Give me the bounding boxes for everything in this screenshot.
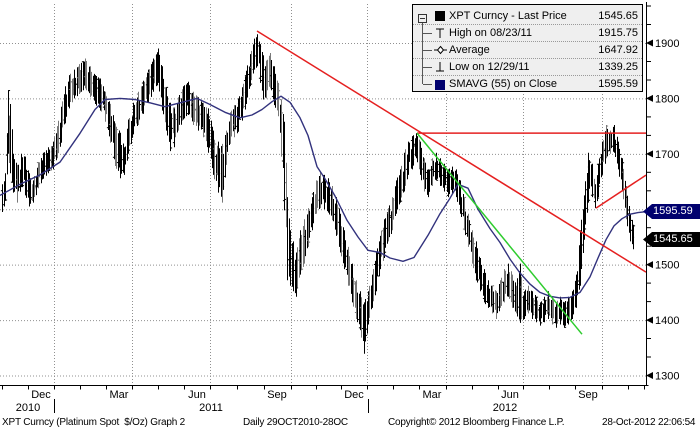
trendline-breakdown-descending [416,132,583,335]
x-axis-month-label: Sep [267,389,287,401]
x-axis-month-label: Mar [110,389,129,401]
high-marker-icon [434,27,449,39]
price-tag-smavg: 1595.59 [643,204,700,219]
chart-legend: XPT Curncy - Last Price 1545.65 High on … [412,4,643,92]
x-axis-month-label: Sep [578,389,598,401]
low-marker-icon [434,61,449,73]
x-axis-month-label: Mar [423,389,442,401]
legend-row-smavg[interactable]: SMAVG (55) on Close 1595.59 [413,76,642,93]
x-axis-year-label: 2010 [16,402,40,414]
y-tick-arrow-icon [646,39,653,47]
x-axis-month-label: Jun [188,389,206,401]
y-axis-label: 1800 [655,93,679,105]
x-axis-year-label: 2011 [199,402,223,414]
legend-value: 1545.65 [598,9,638,22]
price-bars [0,34,636,354]
y-axis-label: 1300 [655,371,679,383]
y-tick-arrow-icon [646,150,653,158]
y-tick-arrow-icon [646,372,653,379]
price-tag-last: 1545.65 [643,232,700,247]
legend-label: Low on 12/29/11 [449,60,530,73]
average-marker-icon [434,44,449,56]
legend-value: 1915.75 [598,26,638,39]
y-axis-label: 1400 [655,315,679,327]
y-tick-arrow-icon [646,316,653,324]
y-axis-label: 1700 [655,149,679,161]
x-axis-year-label: 2012 [493,402,517,414]
footer-copyright: Copyright© 2012 Bloomberg Finance L.P. [388,417,565,428]
y-axis-label: 1500 [655,260,679,272]
trendline-support-ascending [595,174,647,209]
footer-datetime: 28-Oct-2012 22:06:54 [602,417,696,428]
legend-label: XPT Curncy - Last Price [449,9,567,22]
legend-value: 1339.25 [598,60,638,73]
smavg-line [0,95,647,299]
legend-value: 1595.59 [598,78,638,90]
legend-label: High on 08/23/11 [449,26,532,39]
y-tick-arrow-icon [646,94,653,102]
footer-chart-title: XPT Curncy (Platinum Spot $/Oz) Graph 2 [2,417,186,428]
legend-label: Average [449,43,490,56]
x-axis-month-label: Dec [31,389,51,401]
y-tick-arrow-icon [646,261,653,269]
legend-collapse-icon[interactable] [418,12,427,23]
last-price-swatch-icon [434,10,449,22]
trendline-resistance-descending [256,30,647,273]
y-axis-label: 1900 [655,38,679,50]
footer-period: Daily 29OCT2010-28OC [243,417,348,428]
x-axis-month-label: Jun [501,389,519,401]
legend-label: SMAVG (55) on Close [449,78,558,90]
x-axis-month-label: Dec [344,389,364,401]
legend-tree-line [422,18,423,84]
legend-value: 1647.92 [598,43,638,56]
legend-row-high[interactable]: High on 08/23/11 1915.75 [413,25,642,42]
legend-row-low[interactable]: Low on 12/29/11 1339.25 [413,59,642,76]
legend-row-last-price[interactable]: XPT Curncy - Last Price 1545.65 [413,8,642,25]
smavg-swatch-icon [434,79,449,91]
legend-row-average[interactable]: Average 1647.92 [413,42,642,59]
